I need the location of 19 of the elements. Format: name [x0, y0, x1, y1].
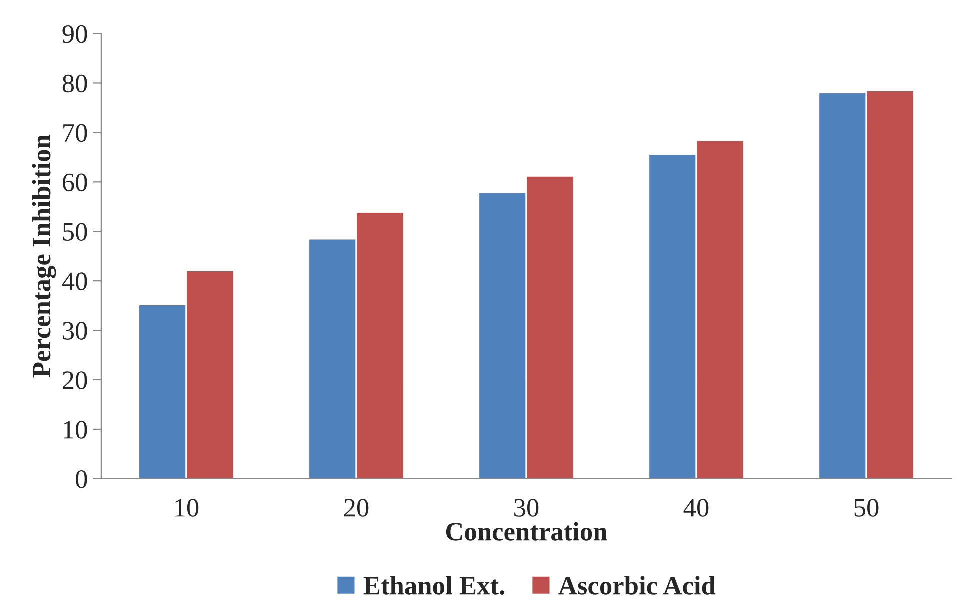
x-tick-label: 50 [854, 499, 879, 517]
x-tick-label: 10 [176, 499, 199, 517]
y-tick-label: 0 [76, 470, 88, 488]
y-tick-label: 50 [63, 223, 88, 242]
y-tick-label: 90 [62, 25, 88, 44]
y-tick-label: 80 [62, 74, 88, 93]
legend-label: Ethanol Ext. [364, 576, 504, 595]
legend-label: Ascorbic Acid [558, 576, 716, 595]
y-tick-label: 20 [63, 372, 88, 390]
x-tick-label: 40 [684, 499, 709, 517]
x-axis-title: Concentration [446, 522, 608, 541]
y-tick-label: 60 [62, 174, 88, 192]
y-tick-label: 40 [62, 272, 88, 290]
x-tick-label: 20 [344, 499, 369, 517]
y-axis-title: Percentage Inhibition [32, 134, 56, 378]
y-tick-label: 10 [64, 421, 88, 439]
x-tick-label: 30 [514, 499, 539, 517]
y-tick-label: 70 [64, 124, 88, 142]
y-tick-label: 30 [63, 322, 88, 340]
